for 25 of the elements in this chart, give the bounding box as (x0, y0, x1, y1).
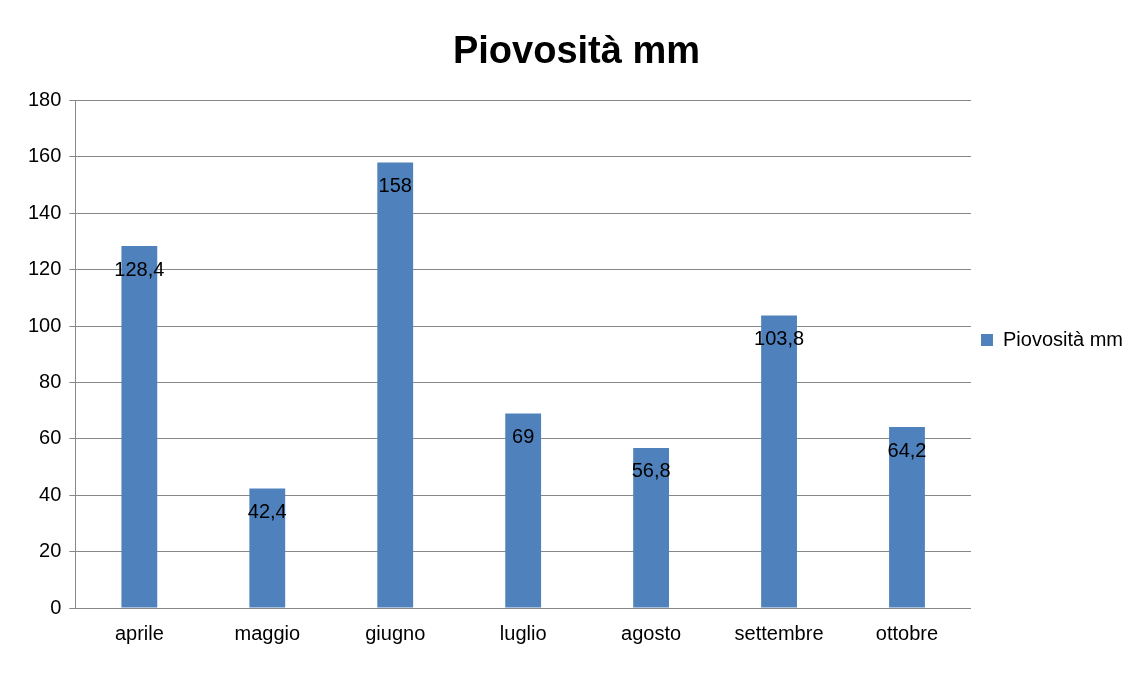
data-label: 69 (512, 425, 535, 448)
y-tick-label: 140 (27, 200, 62, 223)
bar (633, 447, 670, 608)
y-tick-label: 100 (27, 313, 62, 336)
y-tick-label: 0 (50, 595, 62, 618)
legend-label: Piovosità mm (1002, 327, 1123, 350)
data-label: 158 (378, 174, 412, 197)
bar (505, 413, 542, 608)
y-tick-label: 40 (39, 482, 62, 505)
chart-title: Piovosità mm (452, 29, 701, 72)
y-tick-label: 80 (39, 370, 62, 392)
x-tick-label: giugno (365, 621, 426, 644)
y-tick-label: 160 (27, 144, 62, 167)
x-tick-label: ottobre (875, 621, 939, 644)
bar (377, 162, 414, 608)
x-tick-label: luglio (499, 621, 547, 644)
x-tick-label: aprile (114, 621, 164, 644)
bar (889, 427, 925, 608)
x-tick-label: agosto (621, 621, 682, 644)
y-tick-label: 180 (27, 88, 62, 111)
y-tick-label: 20 (39, 539, 62, 562)
x-tick-label: maggio (234, 621, 301, 644)
y-tick-label: 60 (39, 426, 62, 449)
x-tick-label: settembre (734, 621, 824, 644)
y-tick-label: 120 (27, 257, 62, 280)
